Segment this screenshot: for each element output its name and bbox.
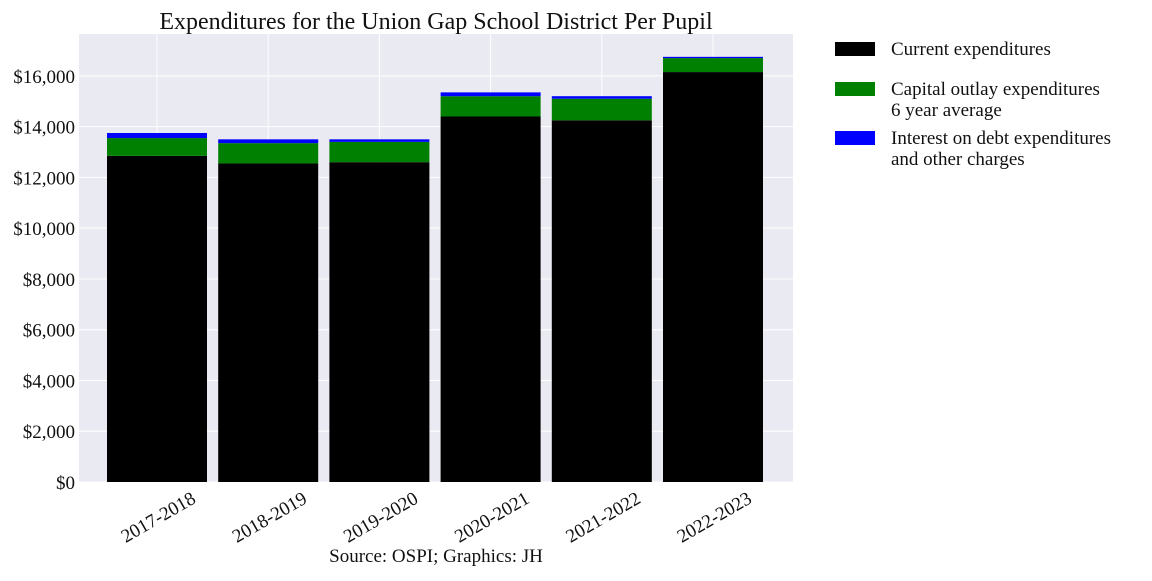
bar-segment-series-0-2020-2021 bbox=[440, 116, 541, 482]
y-tick-label: $2,000 bbox=[23, 422, 75, 443]
legend-label: Capital outlay expenditures bbox=[891, 79, 1100, 100]
bar-segment-series-0-2018-2019 bbox=[218, 163, 319, 482]
legend: Current expenditures Capital outlay expen… bbox=[835, 39, 1111, 170]
y-axis-ticks: $0 $2,000 $4,000 $6,000 $8,000 $10,000 $12,000… bbox=[13, 67, 75, 494]
bars bbox=[107, 56, 763, 482]
bar-segment-series-2-2017-2018 bbox=[107, 132, 207, 139]
bar-segment-series-2-2019-2020 bbox=[329, 139, 430, 142]
x-tick-label: 2018-2019 bbox=[229, 488, 311, 547]
bar-segment-series-0-2019-2020 bbox=[329, 162, 430, 482]
legend-label: Interest on debt expenditures bbox=[891, 128, 1111, 149]
x-tick-label: 2022-2023 bbox=[674, 488, 756, 547]
y-tick-label: $6,000 bbox=[23, 321, 75, 342]
source-note: Source: OSPI; Graphics: JH bbox=[329, 546, 543, 567]
y-tick-label: $10,000 bbox=[13, 219, 75, 240]
x-tick-label: 2020-2021 bbox=[451, 488, 533, 547]
bar-segment-series-2-2020-2021 bbox=[440, 92, 541, 97]
y-tick-label: $4,000 bbox=[23, 371, 75, 392]
legend-label: and other charges bbox=[891, 149, 1025, 170]
legend-item: Current expenditures bbox=[835, 39, 1051, 60]
bar-segment-series-0-2022-2023 bbox=[663, 72, 763, 482]
x-tick-label: 2019-2020 bbox=[340, 488, 422, 547]
y-tick-label: $14,000 bbox=[13, 118, 75, 139]
legend-label: 6 year average bbox=[891, 100, 1002, 121]
x-axis-ticks: 2017-2018 2018-2019 2019-2020 2020-2021 2021… bbox=[118, 488, 756, 547]
y-tick-label: $12,000 bbox=[13, 168, 75, 189]
bar-segment-series-1-2021-2022 bbox=[551, 98, 652, 121]
x-tick-label: 2017-2018 bbox=[118, 488, 200, 547]
bar-segment-series-2-2022-2023 bbox=[663, 56, 763, 59]
chart-title: Expenditures for the Union Gap School Di… bbox=[159, 9, 713, 35]
bar-segment-series-1-2017-2018 bbox=[107, 138, 207, 156]
legend-swatch bbox=[835, 42, 875, 56]
y-tick-label: $16,000 bbox=[13, 67, 75, 88]
legend-swatch bbox=[835, 131, 875, 145]
bar-segment-series-0-2017-2018 bbox=[107, 155, 207, 482]
legend-swatch bbox=[835, 82, 875, 96]
y-tick-label: $8,000 bbox=[23, 270, 75, 291]
bar-segment-series-1-2019-2020 bbox=[329, 141, 430, 163]
bar-segment-series-2-2021-2022 bbox=[551, 96, 652, 99]
bar-segment-series-1-2020-2021 bbox=[440, 96, 541, 117]
bar-segment-series-1-2022-2023 bbox=[663, 58, 763, 73]
bar-segment-series-2-2018-2019 bbox=[218, 139, 319, 144]
legend-label: Current expenditures bbox=[891, 39, 1051, 60]
y-tick-label: $0 bbox=[56, 473, 75, 494]
x-tick-label: 2021-2022 bbox=[563, 488, 645, 547]
bar-segment-series-0-2021-2022 bbox=[551, 120, 652, 482]
bar-segment-series-1-2018-2019 bbox=[218, 143, 319, 164]
